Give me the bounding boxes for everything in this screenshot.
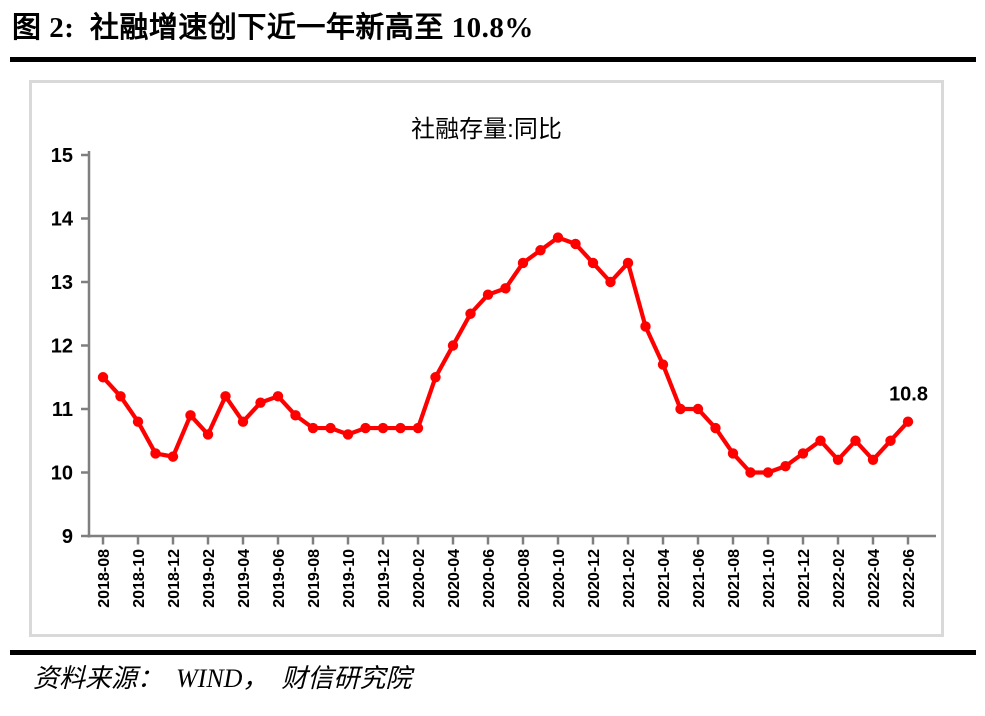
bottom-rule [10, 650, 976, 655]
data-point [185, 410, 196, 421]
data-point [482, 289, 494, 300]
data-point [500, 283, 511, 294]
data-point [115, 391, 126, 402]
y-tick-label: 12 [51, 336, 73, 358]
x-tick-label: 2020-04 [446, 549, 463, 608]
data-point [430, 372, 441, 383]
y-tick-label: 13 [51, 272, 73, 294]
x-tick-label: 2019-12 [376, 549, 393, 608]
x-tick-label: 2022-04 [866, 549, 883, 608]
end-value-label: 10.8 [889, 384, 928, 406]
x-tick-label: 2019-06 [271, 549, 288, 608]
figure-title: 图 2: 社融增速创下近一年新高至 10.8% [12, 12, 534, 44]
data-point [867, 454, 879, 465]
x-tick-label: 2019-04 [236, 549, 253, 608]
y-tick-label: 15 [51, 145, 73, 167]
data-point [150, 448, 161, 459]
x-tick-label: 2018-12 [166, 549, 183, 608]
x-tick-label: 2021-10 [761, 549, 778, 608]
data-point [167, 451, 179, 462]
y-tick-label: 10 [51, 463, 73, 485]
x-tick-label: 2021-08 [726, 549, 743, 608]
data-point [815, 435, 826, 446]
x-tick-label: 2022-06 [901, 549, 918, 608]
x-tick-label: 2018-08 [96, 549, 113, 608]
x-tick-label: 2022-02 [831, 549, 848, 608]
data-point [447, 340, 459, 351]
data-point [797, 448, 809, 459]
title-rule [10, 57, 976, 62]
x-tick-label: 2021-06 [691, 549, 708, 608]
data-point [605, 276, 616, 288]
data-point [360, 422, 371, 434]
x-tick-label: 2019-02 [201, 549, 218, 608]
data-point [885, 435, 896, 446]
data-point [220, 391, 231, 402]
data-point [535, 245, 546, 256]
data-point [465, 308, 476, 319]
data-point [832, 454, 844, 465]
data-point [237, 416, 249, 427]
x-tick-label: 2019-08 [306, 549, 323, 608]
data-point [202, 429, 214, 440]
data-point [97, 372, 109, 383]
data-point [412, 422, 424, 434]
data-point [272, 391, 284, 402]
data-point [255, 397, 266, 408]
data-point [377, 422, 389, 434]
chart-frame [29, 80, 944, 637]
data-point [675, 403, 686, 415]
data-point [727, 448, 739, 459]
data-point [517, 257, 529, 269]
data-point [395, 422, 406, 434]
x-tick-label: 2021-02 [621, 549, 638, 608]
data-point [692, 403, 704, 415]
data-point [570, 238, 581, 250]
x-tick-label: 2020-10 [551, 549, 568, 608]
y-tick-label: 9 [62, 526, 73, 548]
data-point [587, 257, 599, 269]
data-point [342, 429, 354, 440]
data-point [745, 467, 756, 478]
data-point [307, 422, 319, 434]
data-point [657, 359, 669, 370]
x-tick-label: 2020-02 [411, 549, 428, 608]
x-tick-label: 2021-04 [656, 549, 673, 608]
data-point [710, 422, 721, 434]
data-point [290, 410, 301, 421]
source-note: 资料来源： WIND， 财信研究院 [33, 664, 412, 693]
x-tick-label: 2020-12 [586, 549, 603, 608]
series-line [100, 235, 911, 475]
x-tick-label: 2018-10 [131, 549, 148, 608]
y-tick-label: 14 [51, 209, 74, 231]
data-point [552, 232, 564, 243]
x-tick-label: 2020-08 [516, 549, 533, 608]
data-point [850, 435, 861, 446]
data-point [622, 257, 634, 269]
data-point [132, 416, 144, 427]
chart-series-title: 社融存量:同比 [411, 116, 562, 143]
y-tick-label: 11 [52, 399, 73, 421]
data-point [762, 467, 774, 478]
x-tick-label: 2020-06 [481, 549, 498, 608]
data-point [640, 321, 651, 332]
data-point [902, 416, 914, 427]
x-tick-label: 2021-12 [796, 549, 813, 608]
x-tick-label: 2019-10 [341, 549, 358, 608]
data-point [325, 422, 336, 434]
data-point [780, 460, 791, 472]
